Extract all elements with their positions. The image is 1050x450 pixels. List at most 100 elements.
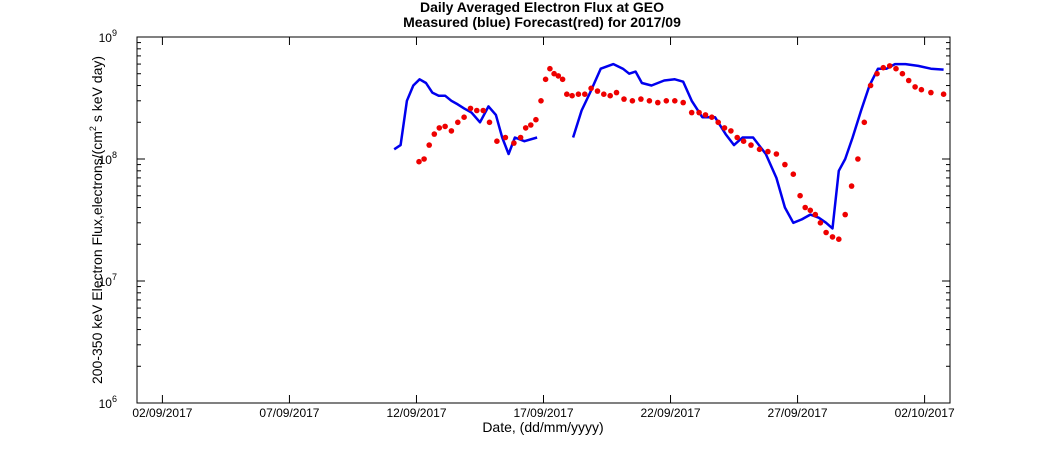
forecast-point [455, 119, 461, 126]
forecast-point [823, 229, 829, 236]
forecast-point [867, 82, 874, 89]
y-tick-label: 106 [99, 394, 117, 411]
forecast-point [940, 91, 947, 97]
forecast-point [547, 65, 553, 72]
forecast-point [421, 156, 427, 162]
forecast-point [448, 128, 455, 134]
y-axis-label-superscript: 2 [88, 126, 98, 131]
x-tick-label: 22/09/2017 [641, 406, 701, 420]
forecast-point [829, 234, 836, 240]
forecast-point [928, 89, 934, 96]
forecast-point [680, 99, 686, 106]
forecast-point [893, 65, 899, 72]
forecast-point [702, 112, 709, 118]
forecast-point [588, 85, 594, 92]
forecast-point [494, 138, 500, 144]
forecast-point [848, 183, 855, 189]
forecast-point [696, 109, 702, 116]
forecast-point [728, 128, 734, 134]
y-axis-label-main: 200-350 keV Electron Flux,electrons/(cm [89, 131, 105, 384]
forecast-point [442, 123, 448, 130]
forecast-point [765, 148, 771, 155]
forecast-point [582, 91, 588, 97]
forecast-point [528, 122, 534, 128]
forecast-point [773, 151, 780, 157]
y-axis-label-tail: s keV day) [89, 56, 105, 122]
forecast-point [522, 125, 529, 131]
series-layer [393, 62, 947, 242]
forecast-point [756, 146, 763, 153]
forecast-point [709, 114, 715, 120]
forecast-point [467, 105, 474, 112]
forecast-point [613, 89, 620, 96]
forecast-point [740, 138, 747, 144]
y-axis-label: 200-350 keV Electron Flux,electrons/(cm2… [88, 56, 105, 384]
forecast-point [533, 116, 539, 123]
forecast-point [855, 156, 861, 162]
chart-title: Daily Averaged Electron Flux at GEO [420, 0, 664, 15]
forecast-point [431, 131, 438, 137]
forecast-point [842, 211, 848, 218]
forecast-point [480, 107, 487, 114]
forecast-point [426, 142, 433, 148]
forecast-point [638, 96, 644, 102]
forecast-point [629, 98, 636, 104]
forecast-point [575, 91, 582, 97]
forecast-point [905, 77, 912, 84]
forecast-point [564, 91, 570, 97]
forecast-point [621, 96, 627, 102]
forecast-point [646, 98, 653, 104]
forecast-point [797, 192, 803, 199]
forecast-point [517, 134, 524, 141]
forecast-point [461, 114, 467, 120]
forecast-point [912, 84, 918, 90]
y-tick-exponent: 7 [112, 272, 117, 282]
forecast-point [802, 204, 808, 211]
forecast-point [601, 91, 607, 97]
y-tick-exponent: 9 [112, 28, 117, 38]
forecast-point [812, 211, 819, 218]
forecast-point [486, 119, 493, 126]
forecast-point [542, 76, 549, 83]
forecast-point [672, 98, 678, 104]
forecast-point [748, 142, 754, 148]
forecast-point [688, 109, 695, 116]
x-tick-label: 27/09/2017 [768, 406, 828, 420]
forecast-point [715, 119, 721, 126]
forecast-point [874, 70, 880, 77]
forecast-point [836, 236, 842, 242]
forecast-point [594, 88, 601, 94]
y-tick-exponent: 6 [112, 394, 117, 404]
measured-line-2 [571, 62, 944, 230]
forecast-point [861, 119, 868, 126]
forecast-point [538, 98, 544, 104]
forecast-point [886, 63, 893, 69]
forecast-point [569, 92, 575, 99]
forecast-point [416, 158, 422, 165]
forecast-point [790, 171, 797, 177]
forecast-point [502, 134, 509, 141]
forecast-point [880, 64, 887, 71]
forecast-point [559, 76, 566, 83]
forecast-point [782, 161, 788, 168]
plot-frame [136, 36, 951, 404]
x-axis: 02/09/2017 07/09/2017 12/09/2017 17/09/2017… [132, 37, 955, 420]
forecast-point [655, 99, 661, 106]
forecast-point [511, 140, 517, 146]
x-axis-label: Date, (dd/mm/yyyy) [482, 419, 603, 435]
forecast-point [817, 220, 824, 226]
forecast-point [734, 134, 740, 141]
forecast-point [899, 70, 906, 77]
y-tick-exponent: 8 [112, 150, 117, 160]
forecast-point [474, 107, 480, 114]
measured-line-1 [393, 78, 538, 156]
x-tick-label: 07/09/2017 [259, 406, 319, 420]
forecast-point [807, 207, 814, 214]
forecast-point [663, 98, 670, 104]
forecast-point [555, 73, 562, 79]
y-tick-label: 109 [99, 28, 117, 45]
forecast-point [551, 70, 557, 77]
x-tick-label: 02/09/2017 [132, 406, 192, 420]
forecast-point [607, 92, 613, 99]
